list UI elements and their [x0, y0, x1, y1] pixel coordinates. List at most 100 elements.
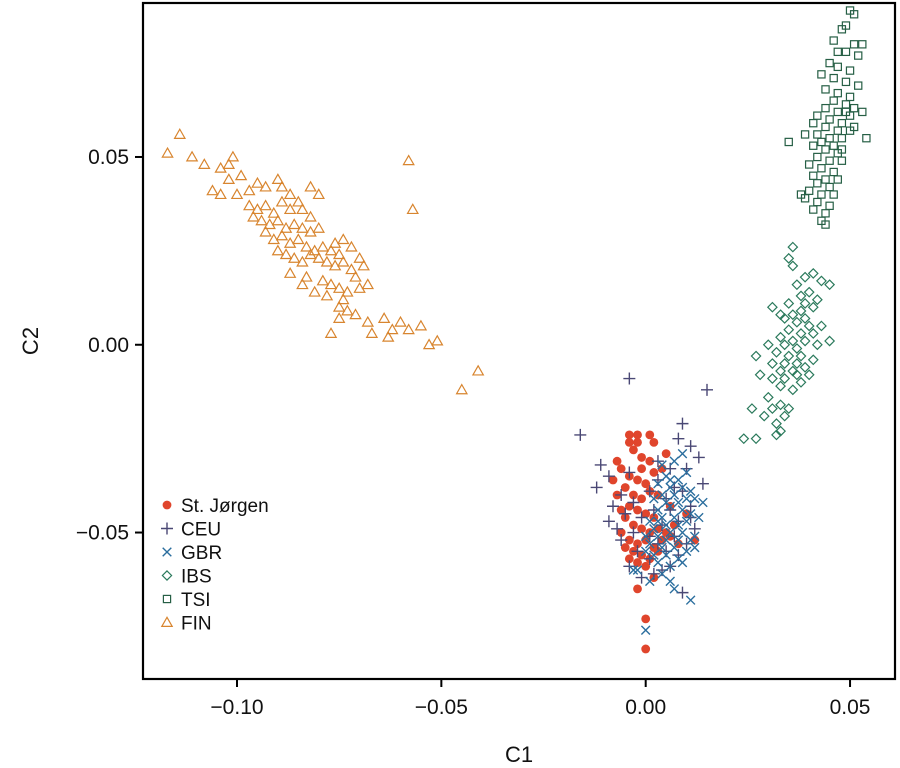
point-tsi [796, 190, 806, 199]
point-fin [312, 188, 325, 200]
point-ibs [807, 328, 819, 339]
legend-label: CEU [181, 520, 221, 541]
point-st-j-rgen [641, 644, 651, 654]
point-gbr [689, 542, 700, 553]
point-fin [206, 184, 219, 196]
point-ceu [607, 500, 619, 513]
point-st-j-rgen [641, 614, 651, 624]
point-ibs [799, 313, 811, 324]
point-st-j-rgen [637, 524, 647, 534]
point-ibs [771, 429, 782, 441]
point-ibs [787, 309, 799, 321]
point-fin [255, 214, 268, 226]
point-gbr [640, 531, 651, 542]
point-gbr [681, 546, 692, 557]
point-ibs [811, 339, 823, 351]
point-st-j-rgen [629, 445, 638, 455]
legend-label: TSI [181, 590, 211, 611]
point-st-j-rgen [633, 584, 642, 594]
point-ibs [791, 369, 803, 381]
point-ceu [602, 470, 615, 483]
series-st-j-rgen [608, 430, 700, 654]
point-fin [259, 199, 272, 211]
point-ibs [803, 320, 815, 332]
point-tsi [849, 103, 859, 113]
point-fin [328, 259, 342, 271]
point-tsi [833, 47, 842, 57]
point-ibs [766, 358, 778, 369]
point-ibs [766, 373, 778, 385]
point-ibs [815, 275, 827, 287]
point-tsi [821, 209, 830, 218]
point-ibs [783, 252, 795, 264]
point-st-j-rgen [641, 479, 651, 489]
point-tsi [829, 36, 838, 45]
point-tsi [825, 182, 834, 192]
point-st-j-rgen [612, 456, 622, 466]
point-ceu [623, 372, 636, 385]
point-ceu [672, 432, 685, 445]
point-fin [320, 289, 334, 301]
point-gbr [694, 512, 704, 523]
point-gbr [657, 542, 667, 553]
point-fin [332, 248, 346, 260]
point-gbr [677, 557, 688, 568]
point-gbr [681, 516, 692, 527]
point-fin [304, 210, 317, 222]
point-fin [377, 312, 391, 323]
point-gbr [665, 475, 676, 485]
point-ibs [791, 343, 803, 354]
point-tsi [833, 88, 842, 98]
point-st-j-rgen [645, 430, 655, 440]
point-fin [226, 150, 240, 162]
point-tsi [821, 85, 830, 94]
point-fin [263, 218, 276, 230]
point-tsi [821, 145, 830, 154]
point-st-j-rgen [633, 539, 642, 549]
point-ceu [692, 451, 705, 464]
point-tsi [804, 160, 814, 169]
point-fin [296, 278, 309, 290]
point-ceu [627, 496, 640, 509]
point-st-j-rgen [616, 528, 626, 537]
point-fin [353, 251, 366, 263]
series-ibs [738, 241, 836, 445]
point-st-j-rgen [624, 430, 634, 440]
point-fin [300, 270, 313, 282]
point-tsi [829, 73, 838, 83]
point-ibs [762, 391, 774, 403]
point-fin [304, 225, 317, 237]
point-fin [324, 327, 338, 338]
legend-item: GBR [162, 543, 222, 564]
point-ibs [771, 346, 782, 358]
point-ibs [799, 297, 811, 309]
point-ceu [615, 488, 628, 501]
point-fin [287, 218, 301, 230]
point-ceu [602, 515, 615, 528]
point-tsi [813, 111, 822, 120]
point-ibs [754, 369, 766, 381]
point-gbr [644, 516, 655, 527]
point-tsi [804, 186, 814, 195]
point-gbr [673, 475, 684, 485]
point-st-j-rgen [633, 505, 642, 515]
point-fin [251, 176, 264, 188]
point-fin [316, 240, 330, 252]
point-fin [185, 150, 199, 162]
point-fin [214, 161, 227, 173]
point-ibs [795, 350, 807, 362]
point-gbr [698, 497, 708, 508]
y-tick-label: −0.05 [76, 522, 129, 545]
point-gbr [657, 460, 667, 470]
point-st-j-rgen [633, 430, 642, 440]
point-fin [422, 338, 436, 350]
legend-item: CEU [161, 520, 221, 541]
legend-marker [160, 616, 174, 627]
point-ibs [783, 324, 795, 336]
point-ibs [824, 279, 836, 291]
x-axis: −0.10 −0.05 0.00 0.05 [210, 679, 870, 719]
point-ibs [771, 418, 782, 430]
point-ibs [779, 339, 791, 351]
point-tsi [845, 66, 855, 75]
point-fin [308, 285, 321, 297]
